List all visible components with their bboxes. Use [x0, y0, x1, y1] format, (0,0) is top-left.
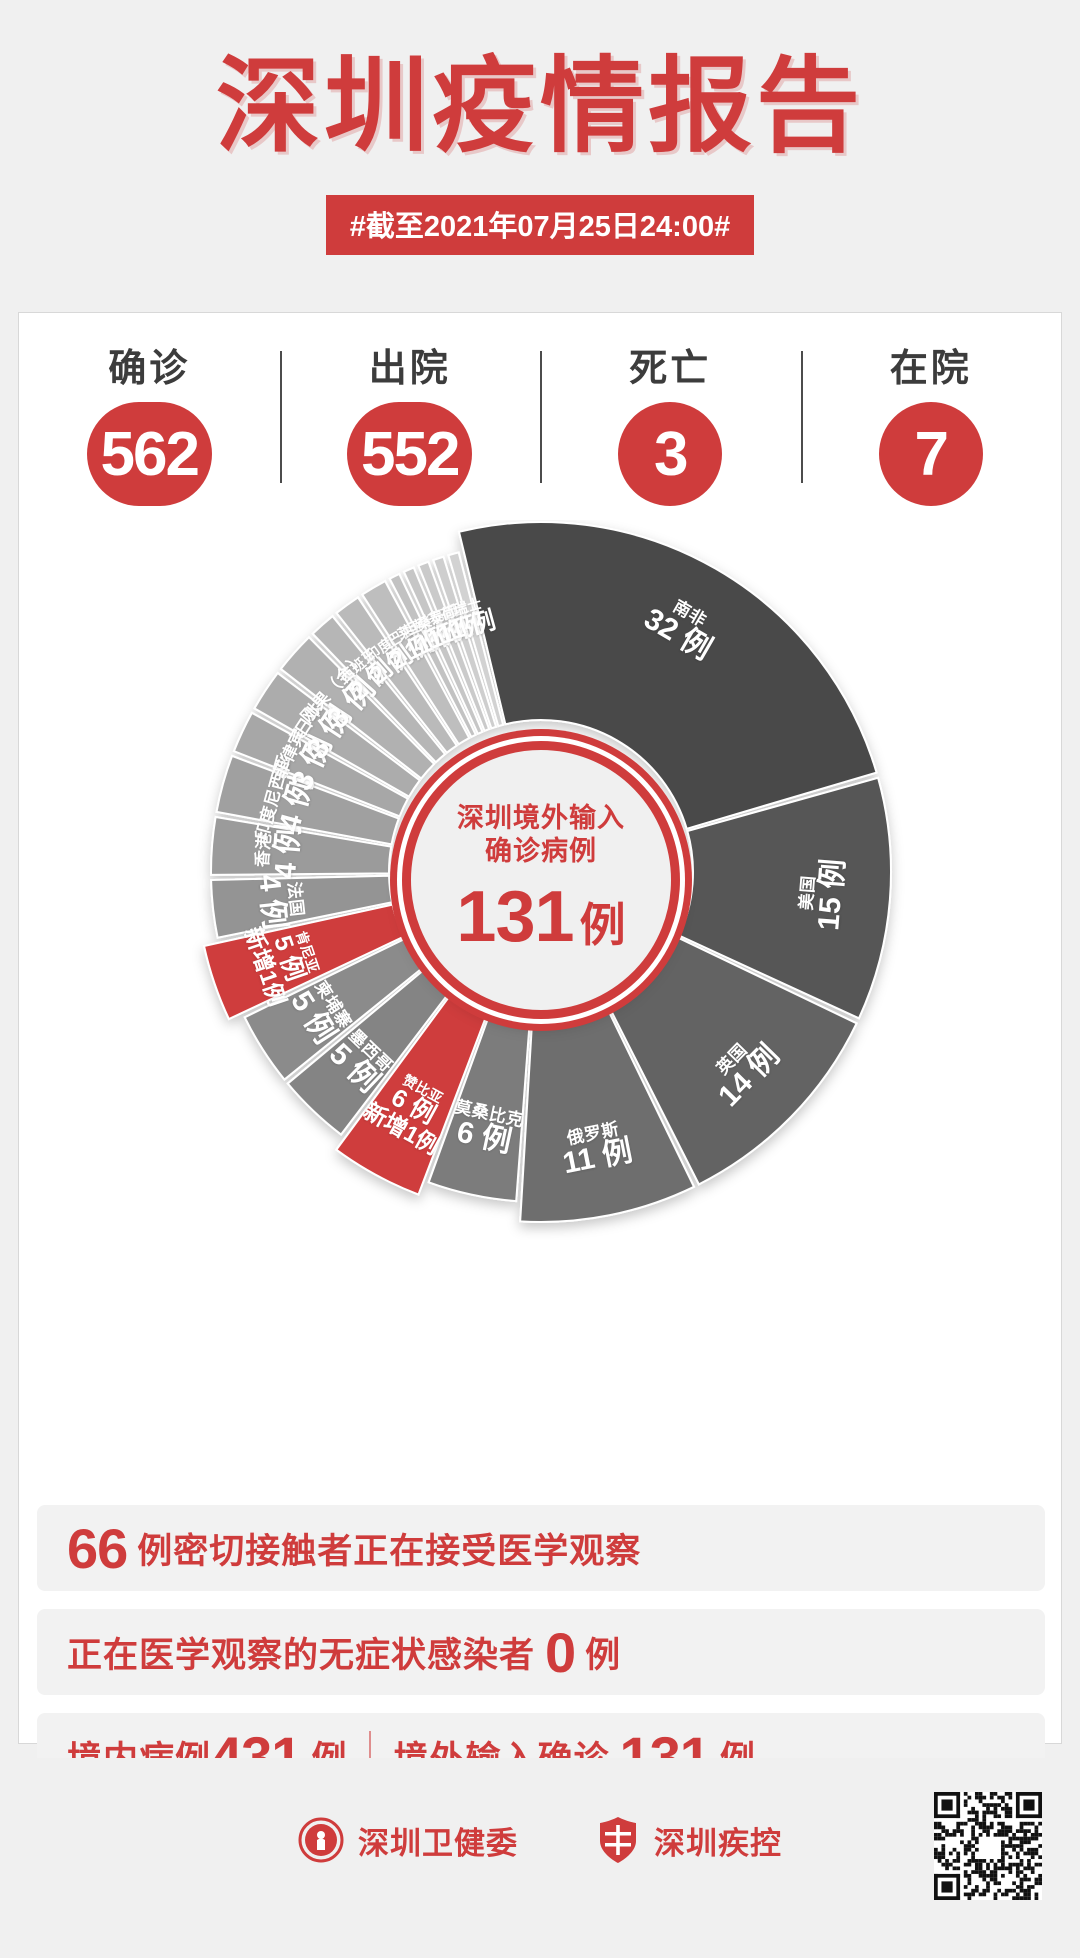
hub-title-line1: 深圳境外输入	[457, 802, 625, 833]
stat-value: 7	[878, 402, 983, 506]
donut-slice	[402, 566, 484, 736]
report-card: 确诊 562 出院 552 死亡 3 在院 7	[18, 312, 1063, 1799]
donut-center-hub: 深圳境外输入 确诊病例 131 例	[402, 741, 680, 1019]
donut-slice	[417, 560, 491, 733]
asymptomatic-unit: 例	[585, 1635, 622, 1675]
donut-slice	[210, 815, 393, 876]
donut-slice	[427, 1013, 531, 1203]
stat-label: 在院	[889, 348, 972, 390]
donut-slice	[210, 874, 394, 939]
stat-deaths: 死亡 3	[540, 337, 801, 506]
donut-slice	[360, 579, 471, 746]
stats-row: 确诊 562 出院 552 死亡 3 在院 7	[19, 313, 1061, 506]
donut-slice-label: 美国 15 例	[796, 857, 850, 932]
bar-divider	[369, 1731, 372, 1781]
donut-slice	[286, 968, 451, 1136]
header: 深圳疫情报告 #截至2021年07月25日24:00#	[0, 0, 1080, 255]
donut-slice	[519, 1007, 696, 1223]
donut-slice	[335, 596, 459, 755]
donut-slice	[388, 572, 478, 739]
donut-slice	[279, 635, 436, 780]
stat-label: 死亡	[629, 348, 712, 390]
stat-label: 确诊	[108, 348, 191, 390]
date-ribbon: #截至2021年07月25日24:00#	[325, 194, 755, 255]
contacts-observation-bar: 66 例密切接触者正在接受医学观察	[37, 1505, 1045, 1591]
donut-slice	[311, 614, 447, 764]
donut-slice-label: 法国 4 例	[252, 871, 307, 932]
slice-case-count: 15 例	[811, 858, 851, 933]
stat-confirmed: 确诊 562	[19, 337, 280, 506]
brand-shenzhen-health-commission: 深圳卫健委	[298, 1817, 518, 1863]
donut-slice	[447, 551, 505, 728]
donut-slice	[215, 754, 400, 846]
contacts-text: 例密切接触者正在接受医学观察	[137, 1531, 642, 1571]
footer: 深圳卫健委 深圳疾控	[0, 1758, 1080, 1958]
slice-case-count: 4 例	[252, 873, 292, 932]
stat-label: 出院	[368, 348, 451, 390]
donut-slice	[243, 937, 425, 1081]
donut-slice	[232, 711, 410, 818]
stat-discharged: 出院 552	[279, 337, 541, 506]
asymptomatic-text: 正在医学观察的无症状感染者	[67, 1635, 536, 1675]
contacts-count: 66	[67, 1516, 128, 1580]
brand-shenzhen-cdc: 深圳疾控	[596, 1816, 782, 1864]
donut-slice	[432, 555, 498, 730]
hub-total: 131 例	[456, 876, 625, 958]
donut-slice	[608, 936, 858, 1186]
brand-name: 深圳疾控	[654, 1825, 782, 1861]
cdc-shield-icon	[600, 1817, 636, 1863]
donut-slice	[334, 992, 489, 1196]
hub-title-line2: 确诊病例	[485, 836, 597, 866]
page-title: 深圳疫情报告	[215, 49, 864, 165]
stat-value: 3	[618, 402, 723, 506]
footer-brands: 深圳卫健委 深圳疾控	[0, 1816, 1080, 1864]
qr-code[interactable]	[934, 1792, 1042, 1900]
asymptomatic-count: 0	[545, 1620, 576, 1684]
donut-slice	[457, 521, 878, 831]
donut-slice	[677, 776, 892, 1020]
donut-svg	[202, 521, 892, 1223]
donut-slice	[253, 671, 422, 798]
hub-unit: 例	[579, 899, 626, 952]
hub-number: 131	[456, 877, 574, 958]
asymptomatic-observation-bar: 正在医学观察的无症状感染者 0 例	[37, 1609, 1045, 1695]
stat-value: 562	[86, 402, 212, 506]
health-commission-logo-icon	[298, 1817, 344, 1863]
donut-slice	[202, 903, 405, 1021]
hub-title: 深圳境外输入 确诊病例	[457, 802, 625, 869]
brand-name: 深圳卫健委	[358, 1825, 518, 1861]
stat-in-hospital: 在院 7	[800, 337, 1062, 506]
stat-value: 552	[347, 402, 473, 506]
imported-cases-donut-chart: 南非 32 例美国 15 例英国 14 例俄罗斯 11 例莫桑比克 6 例赞比亚 6 例新增…	[19, 520, 1063, 1240]
